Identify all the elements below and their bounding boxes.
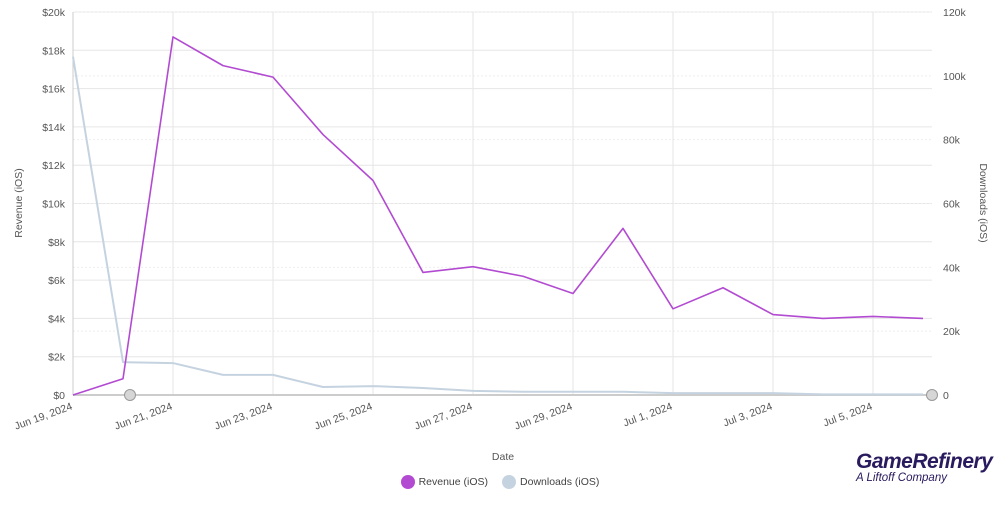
- legend-item-downloads[interactable]: Downloads (iOS): [502, 475, 599, 489]
- gamerefinery-logo: GameRefinery A Liftoff Company: [856, 450, 993, 484]
- y-right-tick-label: 100k: [943, 71, 967, 83]
- x-tick-label: Jul 5, 2024: [822, 400, 875, 429]
- y-right-tick-label: 60k: [943, 199, 961, 211]
- legend-item-revenue[interactable]: Revenue (iOS): [400, 475, 489, 489]
- x-tick-label: Jun 23, 2024: [213, 400, 274, 432]
- legend: Revenue (iOS) Downloads (iOS): [0, 475, 1000, 489]
- y-left-tick-label: $2k: [48, 352, 66, 364]
- y-right-tick-label: 80k: [943, 135, 961, 147]
- y-right-axis-title: Downloads (iOS): [977, 163, 989, 242]
- revenue-swatch: [400, 475, 415, 489]
- x-axis-title: Date: [492, 451, 514, 463]
- range-handle-left[interactable]: [124, 389, 136, 401]
- y-right-tick-label: 0: [943, 390, 949, 402]
- downloads-swatch: [502, 475, 517, 489]
- x-tick-label: Jun 29, 2024: [513, 400, 574, 432]
- y-left-tick-label: $10k: [42, 199, 66, 211]
- y-left-tick-label: $18k: [42, 45, 66, 57]
- y-left-tick-label: $0: [53, 390, 65, 402]
- y-left-tick-label: $6k: [48, 275, 66, 287]
- x-tick-label: Jun 25, 2024: [313, 400, 374, 432]
- y-left-tick-label: $20k: [42, 7, 66, 19]
- range-handle-right[interactable]: [926, 389, 938, 401]
- x-tick-label: Jun 27, 2024: [413, 400, 474, 432]
- y-right-tick-label: 40k: [943, 262, 961, 274]
- x-tick-label: Jun 21, 2024: [113, 400, 174, 432]
- line-chart: $0 $2k $4k $6k $8k $10k $12k $14k $16k $18k $20k 0 2…: [13, 7, 989, 463]
- logo-name: GameRefinery: [856, 450, 993, 473]
- y-left-tick-label: $14k: [42, 122, 66, 134]
- y-left-tick-label: $8k: [48, 237, 66, 249]
- x-tick-label: Jul 1, 2024: [622, 400, 675, 429]
- y-left-axis-title: Revenue (iOS): [13, 168, 25, 237]
- legend-label: Revenue (iOS): [418, 476, 489, 488]
- x-tick-label: Jun 19, 2024: [13, 400, 74, 432]
- logo-tagline: A Liftoff Company: [856, 472, 947, 484]
- series-line-revenue: [72, 36, 924, 396]
- series-line-downloads: [72, 56, 923, 396]
- y-right-tick-label: 120k: [943, 7, 967, 19]
- y-left-tick-label: $16k: [42, 84, 66, 96]
- legend-label: Downloads (iOS): [520, 476, 600, 488]
- y-left-tick-label: $12k: [42, 160, 66, 172]
- y-right-tick-label: 20k: [943, 326, 961, 338]
- x-tick-label: Jul 3, 2024: [722, 400, 775, 429]
- y-left-tick-label: $4k: [48, 313, 66, 325]
